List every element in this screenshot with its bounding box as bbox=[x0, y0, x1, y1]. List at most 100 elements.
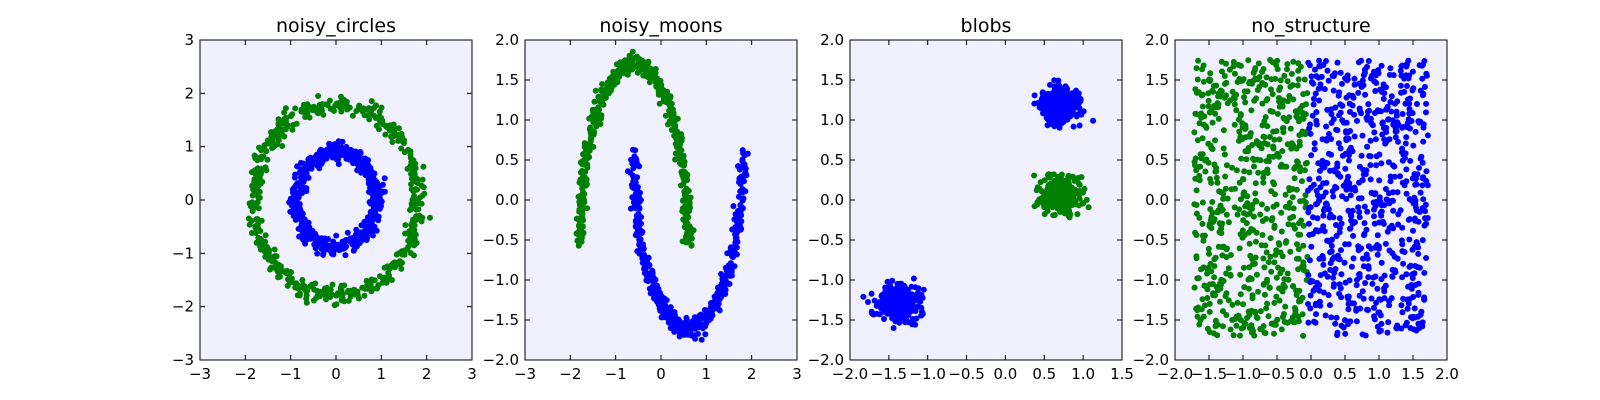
data-point bbox=[582, 169, 589, 175]
data-point bbox=[397, 261, 404, 268]
data-point bbox=[255, 224, 261, 231]
data-point bbox=[316, 148, 323, 155]
data-point bbox=[632, 147, 639, 154]
data-point bbox=[1381, 295, 1388, 302]
data-point bbox=[1323, 123, 1330, 130]
data-point bbox=[1269, 91, 1276, 98]
data-point bbox=[610, 68, 617, 75]
data-point bbox=[1385, 190, 1392, 197]
data-point bbox=[1055, 195, 1061, 202]
data-point bbox=[896, 306, 903, 313]
data-point bbox=[1389, 197, 1396, 204]
data-point bbox=[649, 288, 656, 295]
data-point bbox=[1402, 322, 1409, 329]
data-point bbox=[1364, 306, 1370, 313]
data-point bbox=[1237, 271, 1244, 278]
data-point bbox=[1192, 86, 1199, 93]
data-point bbox=[1406, 296, 1413, 303]
data-point bbox=[1337, 69, 1344, 76]
points-layer bbox=[860, 77, 1097, 331]
data-point bbox=[1205, 264, 1212, 271]
x-tick-label: 1.0 bbox=[1367, 365, 1391, 383]
data-point bbox=[1195, 304, 1202, 311]
data-point bbox=[1291, 175, 1298, 182]
data-point bbox=[1205, 159, 1212, 166]
data-point bbox=[1224, 195, 1231, 202]
data-point bbox=[1323, 137, 1330, 144]
y-tick-label: −1 bbox=[172, 244, 194, 262]
data-point bbox=[643, 277, 650, 284]
data-point bbox=[896, 287, 903, 294]
data-point bbox=[1287, 83, 1294, 90]
data-point bbox=[624, 71, 631, 78]
data-point bbox=[1399, 241, 1406, 248]
data-point bbox=[1200, 313, 1207, 320]
data-point bbox=[334, 290, 341, 297]
data-point bbox=[1259, 100, 1266, 107]
data-point bbox=[888, 291, 895, 298]
data-point bbox=[1253, 140, 1260, 146]
data-point bbox=[1324, 237, 1331, 244]
data-point bbox=[1387, 178, 1394, 185]
data-point bbox=[635, 58, 642, 65]
x-tick-label: −1.5 bbox=[1191, 365, 1227, 383]
data-point bbox=[1080, 189, 1086, 196]
data-point bbox=[721, 283, 728, 290]
data-point bbox=[1408, 285, 1415, 292]
data-point bbox=[900, 313, 907, 320]
data-point bbox=[636, 68, 643, 75]
data-point bbox=[330, 238, 337, 245]
data-point bbox=[1062, 106, 1069, 112]
data-point bbox=[1395, 221, 1402, 228]
data-point bbox=[284, 282, 291, 289]
data-point bbox=[740, 172, 747, 179]
data-point bbox=[1056, 124, 1063, 131]
data-point bbox=[1399, 157, 1406, 164]
data-point bbox=[1387, 99, 1394, 105]
data-point bbox=[634, 53, 640, 60]
data-point bbox=[279, 143, 286, 149]
data-point bbox=[1330, 116, 1337, 123]
data-point bbox=[1229, 88, 1236, 95]
data-point bbox=[1371, 206, 1377, 213]
data-point bbox=[1085, 204, 1092, 211]
data-point bbox=[1218, 230, 1225, 237]
data-point bbox=[1361, 69, 1368, 76]
data-point bbox=[1205, 97, 1212, 104]
data-point bbox=[1211, 256, 1218, 263]
data-point bbox=[1308, 79, 1315, 85]
data-point bbox=[407, 206, 414, 213]
data-point bbox=[1303, 159, 1310, 166]
y-tick-label: 0.5 bbox=[820, 151, 844, 169]
data-point bbox=[256, 144, 262, 151]
data-point bbox=[1381, 272, 1388, 279]
data-point bbox=[657, 307, 664, 314]
data-point bbox=[298, 169, 305, 176]
data-point bbox=[360, 233, 366, 240]
data-point bbox=[262, 232, 269, 239]
data-point bbox=[1057, 184, 1064, 191]
data-point bbox=[261, 144, 268, 151]
data-point bbox=[1246, 210, 1253, 217]
data-point bbox=[1202, 168, 1209, 175]
data-point bbox=[258, 217, 265, 224]
data-point bbox=[1198, 266, 1205, 273]
data-point bbox=[1276, 285, 1283, 292]
x-tick-label: −1.5 bbox=[871, 365, 907, 383]
data-point bbox=[1402, 100, 1409, 107]
data-point bbox=[621, 60, 628, 67]
data-point bbox=[1267, 57, 1274, 63]
y-tick-label: −0.5 bbox=[483, 231, 519, 249]
data-point bbox=[1386, 225, 1393, 231]
data-point bbox=[641, 270, 648, 277]
data-point bbox=[1299, 178, 1305, 185]
data-point bbox=[1271, 222, 1278, 229]
data-point bbox=[1361, 231, 1368, 237]
data-point bbox=[1031, 172, 1038, 179]
y-tick-label: 0 bbox=[184, 191, 194, 209]
data-point bbox=[1325, 77, 1332, 84]
data-point bbox=[669, 114, 676, 121]
data-point bbox=[1278, 228, 1285, 235]
data-point bbox=[1317, 184, 1324, 191]
data-point bbox=[1336, 281, 1343, 288]
